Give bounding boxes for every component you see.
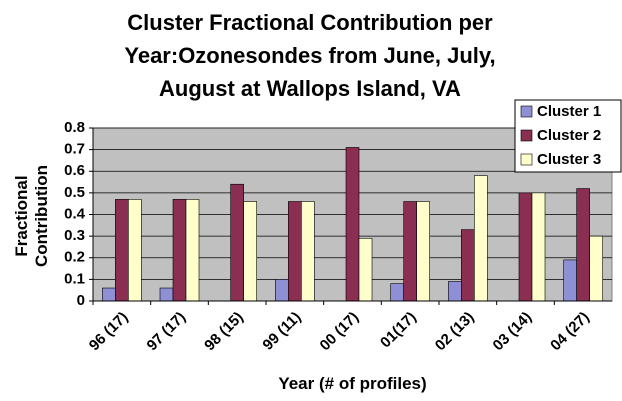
- y-tick-label: 0: [77, 292, 85, 309]
- bar: [358, 237, 373, 302]
- y-tick-label: 0.5: [64, 184, 85, 201]
- bar: [576, 188, 590, 302]
- bar: [230, 183, 244, 302]
- bar: [301, 201, 315, 302]
- y-tick-label: 0.6: [64, 162, 85, 179]
- bar: [102, 287, 116, 302]
- bar: [345, 147, 360, 302]
- chart-title: Cluster Fractional Contribution per Year…: [124, 10, 496, 101]
- bar: [563, 259, 577, 302]
- bar: [461, 229, 475, 302]
- bar: [448, 281, 462, 302]
- bar: [243, 201, 257, 302]
- x-tick-label: 04 (27): [547, 309, 593, 355]
- bar: [128, 199, 142, 302]
- bar: [172, 199, 187, 302]
- bar: [474, 175, 488, 302]
- x-tick-label: 02 (13): [432, 309, 478, 355]
- y-tick-label: 0.8: [64, 119, 85, 136]
- legend-swatch: [520, 153, 533, 166]
- bar: [115, 199, 129, 302]
- legend-label: Cluster 3: [537, 151, 601, 168]
- y-tick-label: 0.3: [64, 227, 85, 244]
- y-axis-label: Fractional Contribution: [12, 165, 51, 267]
- bar: [159, 287, 174, 302]
- x-axis-label: Year (# of profiles): [278, 374, 427, 393]
- x-tick-label: 96 (17): [86, 309, 132, 355]
- y-tick-label: 0.4: [64, 205, 86, 222]
- x-tick-label: 01(17): [377, 309, 420, 352]
- bar: [275, 279, 289, 302]
- y-tick-label: 0.2: [64, 249, 85, 266]
- bar: [403, 201, 417, 302]
- x-tick-label: 99 (11): [259, 309, 304, 354]
- legend-swatch: [520, 105, 533, 118]
- bar: [589, 235, 603, 302]
- bar: [185, 199, 200, 302]
- x-tick-label: 98 (15): [201, 309, 247, 355]
- legend-swatch: [520, 129, 533, 142]
- legend-box: [514, 99, 622, 173]
- x-tick-label: 00 (17): [317, 309, 363, 355]
- y-tick-label: 0.1: [64, 270, 85, 287]
- bar: [416, 201, 430, 302]
- y-tick-label: 0.7: [64, 141, 85, 158]
- bar: [288, 201, 302, 302]
- bar: [518, 192, 533, 302]
- bar: [531, 192, 546, 302]
- legend-label: Cluster 1: [537, 103, 601, 120]
- legend-label: Cluster 2: [537, 127, 601, 144]
- bar: [390, 283, 404, 302]
- x-tick-label: 97 (17): [144, 309, 190, 355]
- x-tick-label: 03 (14): [490, 309, 536, 355]
